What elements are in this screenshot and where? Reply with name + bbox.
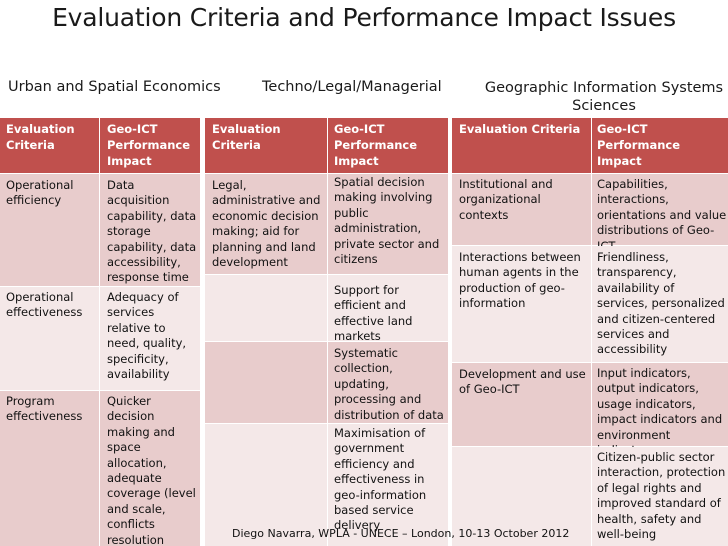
urban-table: Evaluation Criteria Geo-ICT Performance … xyxy=(0,118,200,546)
gis-row-criteria: Institutional and organizational context… xyxy=(459,177,553,222)
gis-table-header: Evaluation Criteria Geo-ICT Performance … xyxy=(452,118,728,173)
table-row: Interactions between human agents in the… xyxy=(452,246,728,362)
urban-row-impact: Quicker decision making and space alloca… xyxy=(107,394,196,546)
gis-row-impact: Citizen-public sector interaction, prote… xyxy=(597,450,726,542)
techno-impact: Support for efficient and effective land… xyxy=(334,283,413,344)
column-divider xyxy=(591,118,592,546)
techno-impact-header: Geo-ICT Performance Impact xyxy=(334,122,418,168)
table-row: Legal, administrative and economic decis… xyxy=(205,174,448,274)
urban-row-criteria: Operational efficiency xyxy=(6,178,74,208)
urban-table-header: Evaluation Criteria Geo-ICT Performance … xyxy=(0,118,200,173)
techno-impact: Spatial decision making involving public… xyxy=(334,175,440,267)
table-row: Systematic collection, updating, process… xyxy=(205,342,448,423)
gis-criteria-header: Evaluation Criteria xyxy=(459,122,581,136)
column-divider xyxy=(99,118,100,546)
techno-impact: Systematic collection, updating, process… xyxy=(334,346,444,422)
gis-impact-header: Geo-ICT Performance Impact xyxy=(597,122,681,168)
gis-row-impact: Input indicators, output indicators, usa… xyxy=(597,366,723,457)
techno-panel-heading: Techno/Legal/Managerial xyxy=(262,79,442,95)
table-row: Development and use of Geo-ICT Input ind… xyxy=(452,363,728,457)
slide-title: Evaluation Criteria and Performance Impa… xyxy=(52,3,676,32)
urban-criteria-header: Evaluation Criteria xyxy=(6,122,75,152)
urban-row-impact: Adequacy of services relative to need, q… xyxy=(107,290,187,382)
gis-row-impact: Friendliness, transparency, availability… xyxy=(597,250,725,357)
table-row: Operational efficiency Data acquisition … xyxy=(0,174,200,286)
techno-criteria: Legal, administrative and economic decis… xyxy=(212,178,321,270)
slide-footer: Diego Navarra, WPLA - UNECE – London, 10… xyxy=(232,527,570,540)
urban-impact-header: Geo-ICT Performance Impact xyxy=(107,122,191,168)
table-row: Citizen-public sector interaction, prote… xyxy=(452,447,728,546)
gis-row-criteria: Development and use of Geo-ICT xyxy=(459,367,586,397)
column-divider xyxy=(327,118,328,546)
urban-panel-heading: Urban and Spatial Economics xyxy=(8,79,221,95)
urban-row-criteria: Program effectiveness xyxy=(6,394,83,424)
gis-row-criteria: Interactions between human agents in the… xyxy=(459,250,581,311)
urban-row-criteria: Operational effectiveness xyxy=(6,290,83,320)
techno-table-header: Evaluation Criteria Geo-ICT Performance … xyxy=(205,118,448,173)
table-row: Operational effectiveness Adequacy of se… xyxy=(0,287,200,390)
gis-table: Evaluation Criteria Geo-ICT Performance … xyxy=(452,118,728,546)
table-row: Institutional and organizational context… xyxy=(452,174,728,253)
table-row: Program effectiveness Quicker decision m… xyxy=(0,391,200,546)
techno-impact: Maximisation of government efficiency an… xyxy=(334,426,427,533)
techno-table: Evaluation Criteria Geo-ICT Performance … xyxy=(205,118,448,546)
table-row: Maximisation of government efficiency an… xyxy=(205,424,448,546)
gis-row-impact: Capabilities, interactions, orientations… xyxy=(597,177,727,253)
gis-panel-heading: Geographic Information Systems Sciences xyxy=(484,80,724,114)
table-row: Support for efficient and effective land… xyxy=(205,275,448,343)
techno-criteria-header: Evaluation Criteria xyxy=(212,122,281,152)
urban-row-impact: Data acquisition capability, data storag… xyxy=(107,178,197,285)
